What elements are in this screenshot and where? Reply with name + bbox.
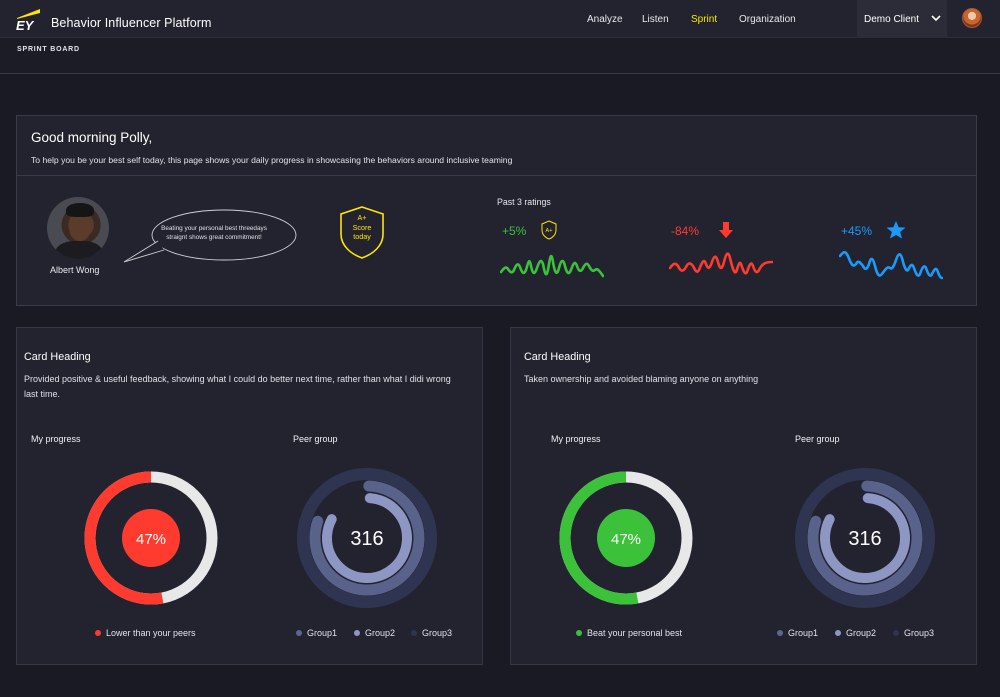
peer-group-label: Peer group [795, 434, 840, 444]
svg-text:EY: EY [16, 18, 35, 32]
my-progress-donut: 47% [559, 471, 693, 605]
legend-dot [95, 630, 101, 636]
legend-dot-group2 [835, 630, 841, 636]
legend-dot [576, 630, 582, 636]
my-progress-donut: 47% [84, 471, 218, 605]
top-navigation-bar: EY Behavior Influencer Platform Analyze … [0, 0, 1000, 38]
card-description: Provided positive & useful feedback, sho… [24, 374, 451, 399]
nav-listen[interactable]: Listen [642, 14, 669, 25]
greeting-subtitle: To help you be your best self today, thi… [31, 155, 513, 165]
progress-value: 47% [136, 531, 166, 548]
a-plus-shield-icon: A+ [541, 220, 557, 240]
peer-group-donut: 316 [795, 468, 935, 608]
ey-logo-icon[interactable]: EY [16, 6, 42, 32]
behavior-card: Card Heading Provided positive & useful … [16, 327, 483, 665]
sparkline-1 [500, 254, 604, 278]
peer-value: 316 [848, 528, 881, 550]
progress-legend: Lower than your peers [106, 628, 196, 638]
user-avatar[interactable] [962, 8, 982, 28]
legend-dot-group2 [354, 630, 360, 636]
legend-dot-group3 [893, 630, 899, 636]
behavior-card: Card Heading Taken ownership and avoided… [510, 327, 977, 665]
arrow-down-icon [719, 222, 733, 238]
legend-dot-group3 [411, 630, 417, 636]
person-name: Albert Wong [50, 265, 100, 275]
past-ratings-label: Past 3 ratings [497, 197, 551, 207]
nav-organization[interactable]: Organization [739, 14, 796, 25]
legend-group1: Group1 [788, 628, 819, 638]
greeting-title: Good morning Polly, [31, 130, 153, 145]
progress-arc [84, 471, 218, 605]
star-icon [886, 221, 906, 239]
page-title: SPRINT BOARD [17, 46, 80, 53]
client-label: Demo Client [864, 14, 920, 25]
card-heading: Card Heading [524, 351, 591, 363]
chevron-down-icon [931, 15, 941, 22]
progress-arc [559, 471, 693, 605]
my-progress-label: My progress [551, 434, 601, 444]
legend-dot-group1 [777, 630, 783, 636]
speech-bubble [123, 209, 297, 263]
card-description: Taken ownership and avoided blaming anyo… [524, 374, 759, 384]
divider [17, 175, 976, 176]
legend-group1: Group1 [307, 628, 338, 638]
peer-group-label: Peer group [293, 434, 338, 444]
nav-analyze[interactable]: Analyze [587, 14, 623, 25]
legend-group2: Group2 [846, 628, 877, 638]
card-heading: Card Heading [24, 351, 91, 363]
app-title: Behavior Influencer Platform [51, 16, 212, 30]
peer-value: 316 [350, 528, 383, 550]
greeting-card: Good morning Polly, To help you be your … [16, 115, 977, 306]
legend-dot-group1 [296, 630, 302, 636]
legend-group3: Group3 [422, 628, 453, 638]
legend-group2: Group2 [365, 628, 396, 638]
progress-center [122, 509, 180, 567]
progress-center [597, 509, 655, 567]
rating-value: -84% [671, 224, 700, 238]
a-plus-score-badge-icon [340, 206, 384, 259]
sub-header: SPRINT BOARD [0, 39, 1000, 74]
person-avatar [47, 197, 109, 259]
rating-value: +5% [502, 224, 527, 238]
speech-bubble-text: Beating your personal best threedays str… [161, 225, 267, 241]
my-progress-label: My progress [31, 434, 81, 444]
legend-group3: Group3 [904, 628, 935, 638]
nav-sprint[interactable]: Sprint [691, 14, 718, 25]
client-selector[interactable]: Demo Client [857, 0, 947, 38]
progress-legend: Beat your personal best [587, 628, 683, 638]
sparkline-2 [669, 252, 773, 275]
rating-value: +45% [841, 224, 873, 238]
sparkline-3 [839, 250, 943, 280]
peer-group-donut: 316 [297, 468, 437, 608]
svg-text:A+: A+ [546, 228, 553, 234]
score-badge-text: A+ Score today [352, 213, 372, 241]
progress-value: 47% [611, 531, 641, 548]
